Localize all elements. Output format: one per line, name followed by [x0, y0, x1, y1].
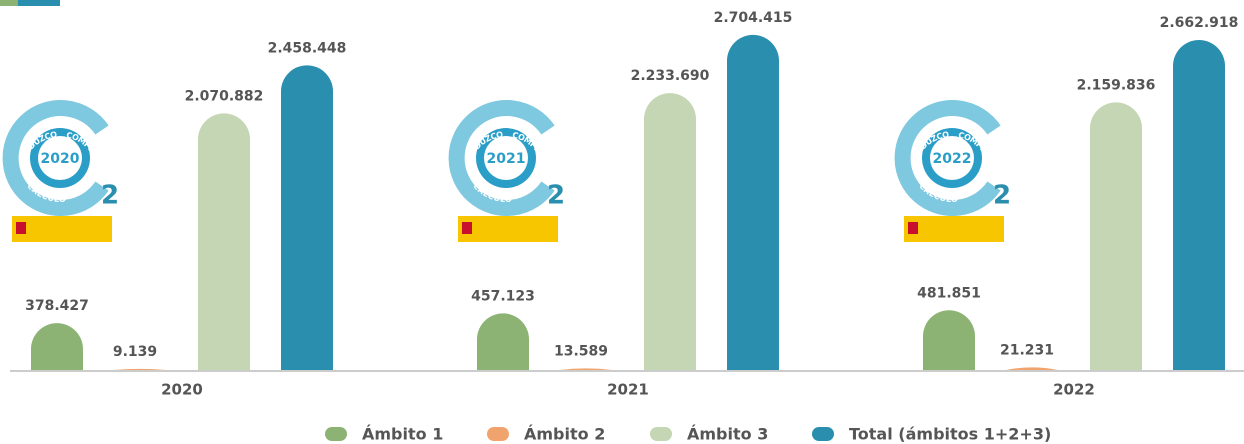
data-label: 2.159.836: [1077, 77, 1156, 93]
data-label: 9.139: [113, 344, 157, 360]
legend-swatch: [325, 427, 347, 441]
data-label: 2.070.882: [185, 88, 264, 104]
badge-two: 2: [101, 181, 119, 211]
x-tick-label: 2020: [161, 381, 203, 399]
legend-label: Ámbito 3: [687, 425, 768, 444]
badge-ring: [894, 100, 1001, 216]
corner-decor: [18, 0, 60, 6]
bar: [1090, 102, 1142, 370]
badge-ring: [448, 100, 555, 216]
bar: [560, 368, 612, 370]
bar: [1006, 367, 1058, 370]
data-label: 13.589: [554, 343, 608, 359]
legend-label: Ámbito 1: [362, 425, 443, 444]
bar: [923, 310, 975, 370]
badge-flag: [904, 216, 1004, 242]
legend-label: Ámbito 2: [524, 425, 605, 444]
badge-flag: [12, 216, 112, 242]
badge-ring: [2, 100, 109, 216]
legend-swatch: [487, 427, 509, 441]
bar: [477, 313, 529, 370]
bar: [1173, 39, 1225, 370]
bar: [198, 113, 250, 370]
data-label: 2.704.415: [714, 10, 793, 26]
badge-inner-ring: [38, 136, 82, 180]
data-label: 2.233.690: [631, 68, 710, 84]
data-label: 2.458.448: [268, 40, 347, 56]
badge-year: 2020: [41, 151, 80, 167]
badge-year: 2022: [933, 151, 972, 167]
data-label: 457.123: [471, 288, 535, 304]
x-tick-label: 2021: [607, 381, 649, 399]
legend-swatch: [650, 427, 672, 441]
data-label: 481.851: [917, 285, 981, 301]
data-label: 2.662.918: [1160, 15, 1239, 31]
data-label: 21.231: [1000, 342, 1054, 358]
badge-two: 2: [547, 181, 565, 211]
legend-swatch: [812, 427, 834, 441]
bar: [31, 323, 83, 370]
badge-flag-mark: [462, 222, 472, 234]
legend-label: Total (ámbitos 1+2+3): [849, 425, 1051, 444]
bar: [644, 93, 696, 370]
badge-flag: [458, 216, 558, 242]
badge-inner-ring: [484, 136, 528, 180]
x-tick-label: 2022: [1053, 381, 1095, 399]
bar: [727, 34, 779, 371]
corner-decor: [0, 0, 18, 6]
badge-year: 2021: [487, 151, 526, 167]
badge-two: 2: [993, 181, 1011, 211]
badge-flag-mark: [16, 222, 26, 234]
badge-inner-ring: [930, 136, 974, 180]
bar: [281, 65, 333, 370]
bar: [114, 368, 166, 370]
data-label: 378.427: [25, 298, 89, 314]
badge-flag-mark: [908, 222, 918, 234]
